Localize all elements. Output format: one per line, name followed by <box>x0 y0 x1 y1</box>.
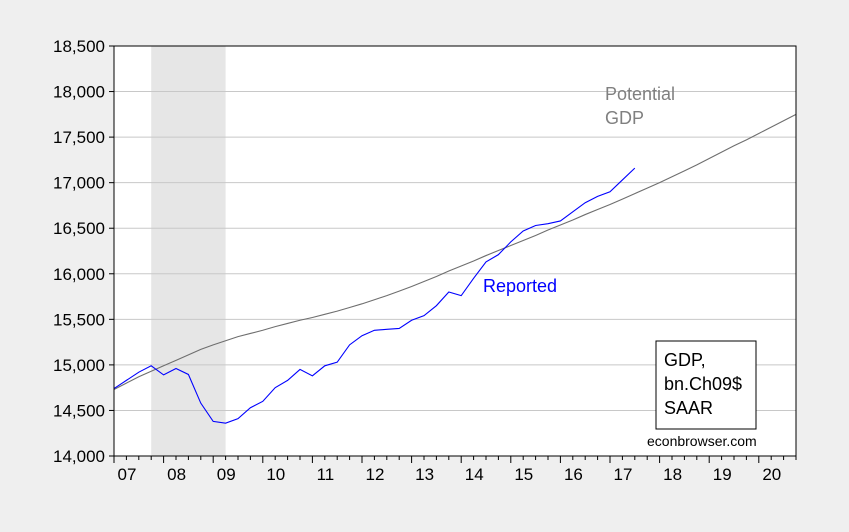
y-tick-label: 15,000 <box>53 356 105 375</box>
x-tick-label: 14 <box>465 465 484 484</box>
x-tick-label: 20 <box>762 465 781 484</box>
units-box-line2: bn.Ch09$ <box>664 374 742 394</box>
recession-shading <box>151 46 226 456</box>
potential-gdp-label-line1: Potential <box>605 84 675 104</box>
x-tick-label: 15 <box>514 465 533 484</box>
y-tick-label: 16,500 <box>53 219 105 238</box>
series-line-potential-gdp <box>113 113 797 390</box>
y-axis-ticks: 14,000 14,500 15,000 15,500 16,000 16,500 17,0… <box>53 37 114 466</box>
series-line-reported <box>113 167 636 424</box>
x-tick-label: 18 <box>663 465 682 484</box>
units-box <box>655 340 757 430</box>
y-tick-label: 18,500 <box>53 37 105 56</box>
y-tick-label: 17,500 <box>53 128 105 147</box>
grid-lines <box>114 91 796 411</box>
x-tick-label: 12 <box>366 465 385 484</box>
source-credit: econbrowser.com <box>647 433 757 449</box>
units-box-line1: GDP, <box>664 350 706 370</box>
x-tick-label: 13 <box>415 465 434 484</box>
y-tick-label: 17,000 <box>53 174 105 193</box>
x-tick-label: 19 <box>713 465 732 484</box>
potential-gdp-label-line2: GDP <box>605 108 644 128</box>
y-tick-label: 15,500 <box>53 310 105 329</box>
y-tick-label: 18,000 <box>53 83 105 102</box>
x-axis-ticks: 07 08 09 10 11 12 13 14 15 16 17 18 19 20 <box>113 456 797 484</box>
units-box-line3: SAAR <box>664 398 713 418</box>
y-tick-label: 16,000 <box>53 265 105 284</box>
x-tick-label: 11 <box>317 465 335 484</box>
x-tick-label: 08 <box>167 465 186 484</box>
x-tick-label: 07 <box>118 465 137 484</box>
x-tick-label: 09 <box>217 465 236 484</box>
x-tick-label: 16 <box>564 465 583 484</box>
y-tick-label: 14,500 <box>53 401 105 420</box>
plot-frame <box>113 45 797 457</box>
x-tick-label: 17 <box>614 465 633 484</box>
reported-label: Reported <box>483 276 557 296</box>
y-tick-label: 14,000 <box>53 447 105 466</box>
x-tick-label: 10 <box>266 465 285 484</box>
